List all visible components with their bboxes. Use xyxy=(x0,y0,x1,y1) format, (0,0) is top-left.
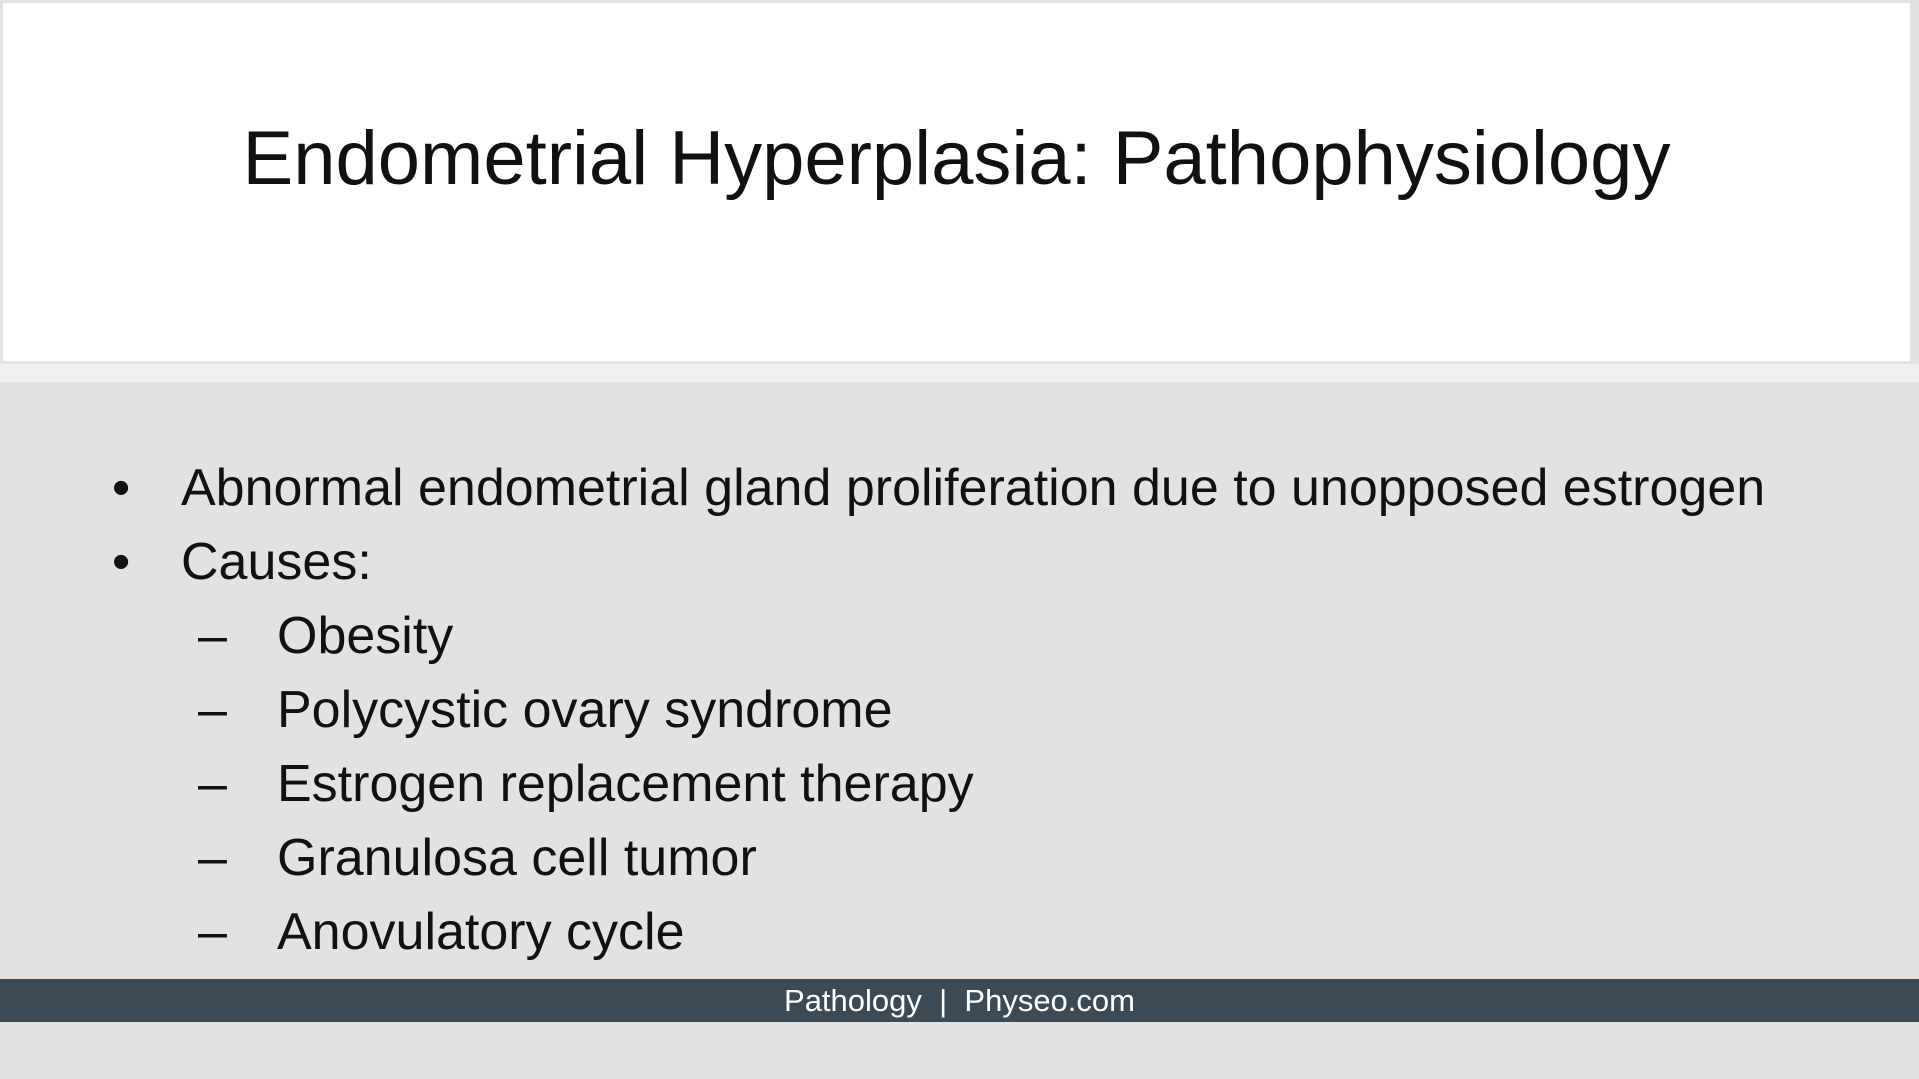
sub-bullet-marker: – xyxy=(198,755,227,813)
sub-bullet-marker: – xyxy=(198,681,227,739)
slide-title: Endometrial Hyperplasia: Pathophysiology xyxy=(242,116,1671,201)
sub-bullet-marker: – xyxy=(198,607,227,665)
bullet-marker: • xyxy=(112,533,131,591)
bullet-text: Abnormal endometrial gland proliferation… xyxy=(181,459,1766,517)
bullet-marker: • xyxy=(112,459,131,517)
sub-bullet-text: Estrogen replacement therapy xyxy=(277,755,974,813)
sub-bullet-marker: – xyxy=(198,903,227,961)
sub-bullet-text: Anovulatory cycle xyxy=(277,903,685,961)
bullet-text: Causes: xyxy=(181,533,372,591)
title-divider xyxy=(0,364,1919,382)
sub-bullet-marker: – xyxy=(198,829,227,887)
sub-bullet-text: Granulosa cell tumor xyxy=(277,829,757,887)
title-box: Endometrial Hyperplasia: Pathophysiology xyxy=(0,0,1913,364)
sub-bullet-text: Polycystic ovary syndrome xyxy=(277,681,893,739)
footer-text: Pathology | Physeo.com xyxy=(784,982,1135,1018)
footer-bar: Pathology | Physeo.com xyxy=(0,979,1919,1022)
sub-bullet-text: Obesity xyxy=(277,607,454,665)
